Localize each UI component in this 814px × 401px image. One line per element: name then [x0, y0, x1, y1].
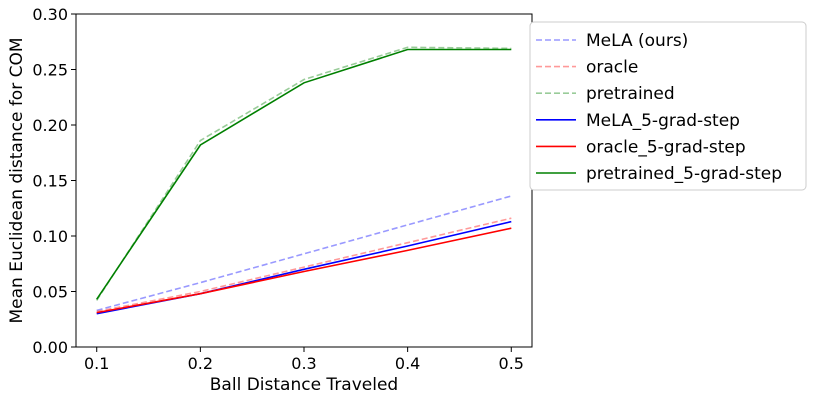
y-tick-label: 0.25 [32, 61, 68, 80]
y-tick-label: 0.00 [32, 338, 68, 357]
x-tick-label: 0.3 [291, 354, 316, 373]
y-tick-label: 0.05 [32, 283, 68, 302]
y-tick-label: 0.20 [32, 116, 68, 135]
legend-label: MeLA (ours) [586, 31, 688, 51]
series-line-1 [96, 195, 512, 312]
series-line-6 [96, 48, 512, 300]
legend-label: oracle_5-grad-step [586, 137, 746, 157]
x-tick-label: 0.2 [188, 354, 213, 373]
x-tick-label: 0.5 [499, 354, 524, 373]
x-axis-ticks: 0.1 0.2 0.3 0.4 0.5 [84, 347, 524, 373]
legend-label: oracle [586, 58, 638, 78]
y-axis-label: Mean Euclidean distance for COM [7, 37, 27, 323]
legend: MeLA (ours) oracle pretrained MeLA_5-grad-s… [529, 21, 807, 191]
x-tick-label: 0.1 [84, 354, 109, 373]
legend-label: MeLA_5-grad-step [586, 111, 740, 131]
series-line-2 [96, 217, 512, 313]
y-tick-label: 0.30 [32, 5, 68, 24]
plot-lines [96, 46, 512, 315]
x-tick-label: 0.4 [395, 354, 420, 373]
y-tick-label: 0.10 [32, 227, 68, 246]
y-tick-label: 0.15 [32, 172, 68, 191]
legend-label: pretrained_5-grad-step [586, 164, 782, 184]
series-line-5 [96, 227, 512, 314]
legend-box [529, 21, 807, 191]
y-axis-ticks: 0.00 0.05 0.10 0.15 0.20 0.25 0.30 [32, 5, 76, 357]
x-axis-label: Ball Distance Traveled [210, 375, 398, 395]
series-line-3 [96, 46, 512, 301]
legend-label: pretrained [586, 84, 675, 104]
